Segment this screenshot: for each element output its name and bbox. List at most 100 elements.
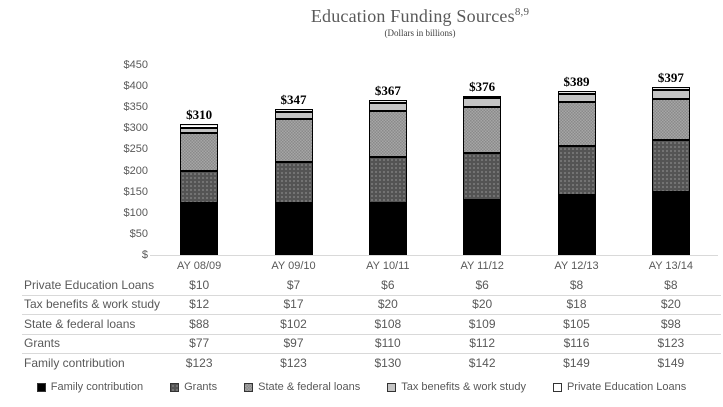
table-cell-value: $77 xyxy=(189,336,210,351)
bar-segment-private-education-loans xyxy=(368,100,407,103)
x-axis-category-label: AY 13/14 xyxy=(648,260,693,272)
x-axis-line xyxy=(150,255,718,256)
table-cell-value: $7 xyxy=(286,278,301,292)
bar-segment-private-education-loans xyxy=(463,95,502,99)
chart-subtitle: (Dollars in billions) xyxy=(384,28,456,38)
table-cell-value: $17 xyxy=(283,297,304,312)
table-cell-value: $20 xyxy=(377,297,398,312)
table-row: Private Education Loans $10 $7 $6 $6 $8 $8 xyxy=(22,276,721,296)
table-cell-value: $8 xyxy=(664,278,678,292)
x-axis-category-label: AY 10/11 xyxy=(366,260,410,272)
table-row-label: Grants xyxy=(24,336,61,351)
bar-segment-state-federal-loans xyxy=(368,111,407,157)
bar-segment-grants xyxy=(651,140,690,193)
table-cell-value: $20 xyxy=(472,297,493,312)
table-cell-value: $97 xyxy=(283,336,304,351)
y-axis-tick-label: $ xyxy=(141,249,148,261)
y-axis-tick-label: $200 xyxy=(123,164,148,177)
x-axis-category-label: AY 12/13 xyxy=(554,260,599,272)
legend-label: Grants xyxy=(184,381,218,393)
y-axis-tick-label: $350 xyxy=(123,101,148,114)
legend-label: Private Education Loans xyxy=(566,381,687,393)
legend-swatch-icon xyxy=(552,382,562,392)
legend-item: Private Education Loans xyxy=(552,381,687,393)
table-cell-value: $10 xyxy=(189,278,210,292)
bar-segment-tax-benefits-work-study xyxy=(274,111,313,120)
bar-segment-grants xyxy=(180,170,219,204)
bar-segment-private-education-loans xyxy=(651,86,690,91)
table-row: Grants $77 $97 $110 $112 $116 $123 xyxy=(22,334,721,355)
table-cell-value: $149 xyxy=(563,355,590,370)
bar-segment-tax-benefits-work-study xyxy=(180,128,219,134)
bar-segment-private-education-loans xyxy=(274,108,313,112)
bar-total-label: $376 xyxy=(469,78,496,94)
bar-total-label: $397 xyxy=(657,69,684,85)
table-row-label: Family contribution xyxy=(24,355,125,370)
y-axis-tick-label: $50 xyxy=(129,227,148,240)
bar-segment-tax-benefits-work-study xyxy=(557,94,596,102)
legend-swatch-icon xyxy=(244,382,254,392)
bar-segment-family-contribution xyxy=(463,200,502,255)
y-axis-tick-label: $250 xyxy=(123,143,148,156)
table-cell-value: $112 xyxy=(469,336,496,351)
bar-segment-state-federal-loans xyxy=(463,106,502,153)
table-row: State & federal loans $88 $102 $108 $109 $105… xyxy=(22,315,721,335)
y-axis-tick-label: $450 xyxy=(123,59,148,71)
bar-segment-family-contribution xyxy=(557,195,596,255)
bar-segment-grants xyxy=(274,162,313,204)
bar-total-label: $389 xyxy=(563,73,590,89)
bar-total-label: $347 xyxy=(280,91,307,107)
table-cell-value: $12 xyxy=(189,297,210,312)
legend-swatch-icon xyxy=(387,382,397,392)
bar-segment-grants xyxy=(368,156,407,204)
bar-segment-tax-benefits-work-study xyxy=(651,90,690,99)
y-axis-tick-label: $150 xyxy=(123,185,148,198)
table-row: Family contribution $123 $123 $130 $142 $149 $… xyxy=(22,354,721,373)
bar-segment-tax-benefits-work-study xyxy=(368,102,407,111)
y-axis-tick-label: $300 xyxy=(123,122,148,135)
table-cell-value: $123 xyxy=(280,355,307,370)
table-cell-value: $98 xyxy=(660,316,681,331)
bar-segment-family-contribution xyxy=(180,203,219,255)
bar-total-label: $310 xyxy=(186,107,213,123)
x-axis-category-label: AY 09/10 xyxy=(271,260,316,272)
chart-title: Education Funding Sources xyxy=(310,6,515,26)
legend-label: State & federal loans xyxy=(258,381,361,393)
legend-swatch-icon xyxy=(36,382,46,392)
table-cell-value: $6 xyxy=(475,278,489,292)
table-row-label: Private Education Loans xyxy=(24,278,155,292)
table-cell-value: $109 xyxy=(468,316,496,331)
y-axis-tick-label: $100 xyxy=(123,206,148,219)
legend-label: Tax benefits & work study xyxy=(401,381,526,393)
table-cell-value: $123 xyxy=(185,355,213,370)
table-cell-value: $116 xyxy=(563,336,590,351)
y-axis-tick-label: $400 xyxy=(123,80,148,93)
bar-segment-private-education-loans xyxy=(180,124,219,129)
table-cell-value: $6 xyxy=(381,278,395,292)
legend-item: State & federal loans xyxy=(244,381,360,393)
table-cell-value: $20 xyxy=(660,297,681,312)
bar-segment-state-federal-loans xyxy=(180,133,219,171)
table-cell-value: $110 xyxy=(374,336,401,351)
legend-swatch-icon xyxy=(170,382,180,392)
legend: Family contribution Grants State & federal… xyxy=(0,377,723,397)
x-axis-category-label: AY 08/09 xyxy=(177,260,222,272)
legend-item: Family contribution xyxy=(36,381,143,393)
table-cell-value: $108 xyxy=(374,316,402,331)
table-cell-value: $18 xyxy=(566,297,587,312)
bar-segment-family-contribution xyxy=(651,192,690,255)
table-cell-value: $149 xyxy=(657,355,685,370)
table-cell-value: $8 xyxy=(569,278,584,292)
bar-segment-state-federal-loans xyxy=(651,98,690,141)
bar-segment-grants xyxy=(557,146,596,196)
table-cell-value: $142 xyxy=(468,355,496,370)
x-axis-category-label: AY 11/12 xyxy=(460,260,504,272)
bar-segment-state-federal-loans xyxy=(274,119,313,163)
bar-segment-grants xyxy=(463,152,502,201)
legend-item: Grants xyxy=(170,381,217,393)
table-cell-value: $105 xyxy=(563,316,590,331)
chart-title-block: Education Funding Sources8,9 xyxy=(130,6,710,27)
table-cell-value: $88 xyxy=(189,316,210,331)
legend-item: Tax benefits & work study xyxy=(387,381,526,393)
